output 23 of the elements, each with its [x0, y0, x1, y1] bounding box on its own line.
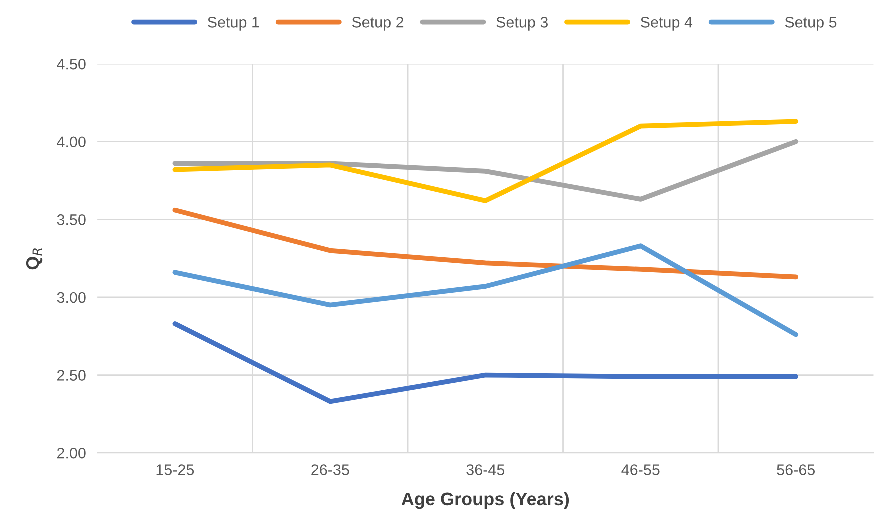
- x-tick-label: 36-45: [466, 464, 505, 476]
- x-tick-label: 26-35: [312, 464, 350, 476]
- legend-label: Setup 3: [496, 17, 548, 31]
- y-tick-label: 2.50: [57, 370, 86, 381]
- y-tick-label: 4.50: [57, 58, 86, 70]
- y-tick-label: 4.00: [57, 136, 86, 148]
- y-axis-title: Q$_{R}$: [26, 248, 43, 270]
- line-series: [172, 244, 799, 338]
- line-series: [172, 119, 799, 204]
- x-tick-label: 46-55: [622, 464, 660, 476]
- x-axis-title: Age Groups (Years): [402, 492, 570, 510]
- legend-label: Setup 2: [352, 17, 404, 31]
- line-series: [172, 208, 799, 280]
- line-series: [172, 321, 799, 404]
- y-tick-label: 3.50: [57, 214, 86, 226]
- legend-label: Setup 5: [785, 17, 837, 31]
- line-series: [172, 139, 799, 202]
- y-tick-label: 3.00: [57, 292, 86, 304]
- x-tick-label: 15-25: [156, 464, 194, 476]
- legend-label: Setup 4: [641, 17, 693, 31]
- x-tick-label: 56-65: [777, 464, 816, 476]
- y-tick-label: 2.00: [57, 448, 86, 459]
- legend-label: Setup 1: [208, 17, 260, 31]
